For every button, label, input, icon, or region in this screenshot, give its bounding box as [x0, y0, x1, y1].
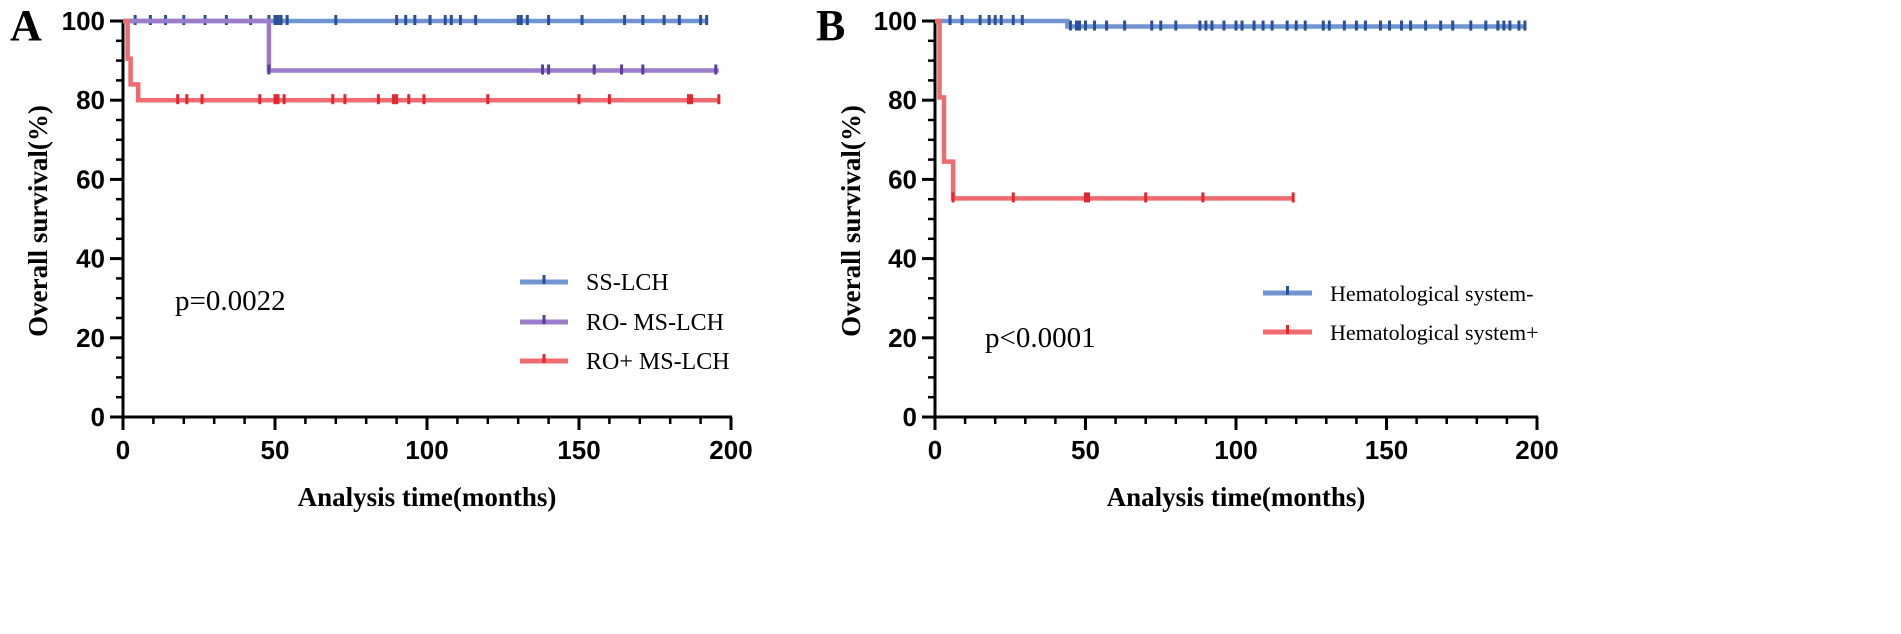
y-tick-label: 100 [874, 6, 917, 36]
x-tick-label: 150 [1365, 435, 1408, 465]
x-tick-label: 100 [1214, 435, 1257, 465]
legend-label: RO- MS-LCH [586, 310, 724, 336]
survival-curve-2 [123, 18, 719, 73]
x-axis-title: Analysis time(months) [298, 482, 557, 512]
panel-b-chart: B 0 20 40 60 80 100 0 50 100 150 200 Analysis time(m… [816, 1, 1559, 512]
p-value-annotation: p<0.0001 [985, 322, 1096, 354]
x-tick-label: 0 [928, 435, 942, 465]
survival-curve-2 [935, 18, 1294, 201]
y-tick-label: 20 [76, 323, 105, 353]
x-tick-label: 100 [405, 435, 448, 465]
y-tick-label: 80 [888, 85, 917, 115]
p-value-annotation: p=0.0022 [175, 285, 286, 317]
legend-label: Hematological system+ [1330, 320, 1539, 345]
legend-label: RO+ MS-LCH [586, 349, 730, 375]
panel-a-chart: A 0 20 40 60 80 100 0 50 100 150 200 Analysis time(m… [10, 1, 753, 512]
x-tick-label: 200 [709, 435, 752, 465]
x-tick-label: 200 [1515, 435, 1558, 465]
y-tick-label: 100 [62, 6, 105, 36]
y-tick-label: 0 [903, 402, 917, 432]
x-axis-title: Analysis time(months) [1107, 482, 1366, 512]
y-tick-label: 40 [76, 244, 105, 274]
y-tick-label: 20 [888, 323, 917, 353]
x-tick-label: 150 [557, 435, 600, 465]
legend-label: SS-LCH [586, 270, 669, 296]
panel-letter: B [816, 1, 845, 50]
y-axis-title: Overall survival(%) [23, 105, 53, 337]
y-tick-label: 40 [888, 244, 917, 274]
panel-letter: A [10, 1, 42, 50]
y-axis-title: Overall survival(%) [836, 105, 866, 337]
y-tick-label: 0 [91, 402, 105, 432]
x-tick-label: 50 [1071, 435, 1100, 465]
x-tick-label: 50 [261, 435, 290, 465]
y-tick-label: 80 [76, 85, 105, 115]
x-tick-label: 0 [116, 435, 130, 465]
survival-curve-3 [123, 18, 719, 103]
legend-label: Hematological system- [1330, 281, 1533, 306]
y-tick-label: 60 [76, 164, 105, 194]
y-tick-label: 60 [888, 164, 917, 194]
